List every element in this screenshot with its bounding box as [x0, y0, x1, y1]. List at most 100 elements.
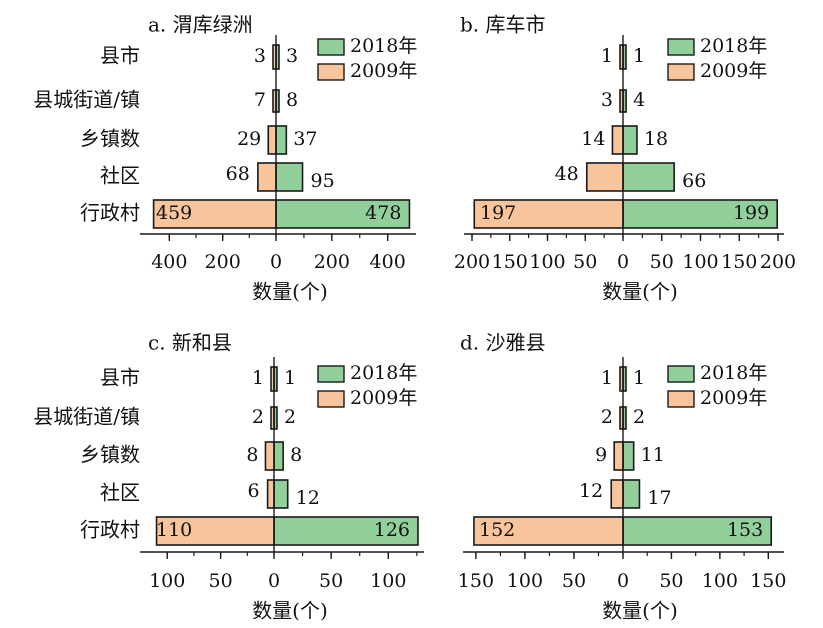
category-label: 社区 — [100, 481, 140, 505]
x-tick-label: 50 — [209, 570, 233, 592]
category-label: 乡镇数 — [80, 127, 140, 151]
data-label-2009: 14 — [581, 128, 605, 150]
bar-2018 — [275, 125, 288, 155]
category-label: 县城街道/镇 — [33, 405, 140, 429]
data-label-2009: 7 — [254, 89, 266, 111]
bar-2018 — [622, 516, 773, 546]
data-label-2009: 9 — [595, 444, 607, 466]
x-tick-label: 200 — [454, 251, 490, 273]
data-label-2018: 18 — [644, 128, 668, 150]
data-label-2018: 95 — [311, 170, 335, 192]
data-label-2018: 8 — [290, 444, 302, 466]
data-label-2009: 197 — [480, 202, 516, 224]
x-tick-label: 50 — [319, 570, 343, 592]
legend-label-2018: 2018年 — [350, 362, 417, 384]
bar-2018 — [273, 441, 284, 471]
data-label-2018: 12 — [296, 487, 320, 509]
category-label: 县市 — [100, 366, 140, 390]
data-label-2018: 4 — [633, 89, 645, 111]
data-label-2009: 152 — [479, 519, 515, 541]
x-tick-label: 50 — [659, 570, 683, 592]
data-label-2018: 2 — [284, 406, 296, 428]
x-tick-label: 100 — [682, 251, 718, 273]
data-label-2018: 37 — [293, 128, 317, 150]
legend-label-2009: 2009年 — [350, 60, 417, 82]
data-label-2018: 8 — [286, 89, 298, 111]
bar-2009 — [611, 125, 624, 155]
x-tick-label: 150 — [458, 570, 494, 592]
data-label-2009: 6 — [247, 480, 259, 502]
data-label-2009: 2 — [601, 406, 613, 428]
data-label-2018: 17 — [647, 487, 671, 509]
category-label: 行政村 — [80, 201, 140, 225]
data-label-2009: 2 — [252, 406, 264, 428]
data-label-2018: 1 — [633, 367, 645, 389]
legend-swatch-2018 — [317, 38, 345, 56]
x-tick-label: 50 — [573, 251, 597, 273]
bar-2009 — [266, 479, 275, 509]
x-tick-label: 100 — [370, 570, 406, 592]
bar-2009 — [585, 162, 624, 192]
x-tick-label: 50 — [650, 251, 674, 273]
data-label-2009: 3 — [254, 45, 266, 67]
x-axis-label: 数量(个) — [252, 599, 328, 623]
legend-swatch-2018 — [667, 365, 695, 383]
bar-2018 — [273, 479, 289, 509]
x-tick-label: 100 — [507, 570, 543, 592]
data-label-2018: 153 — [727, 519, 763, 541]
data-label-2018: 1 — [633, 45, 645, 67]
data-label-2018: 2 — [633, 406, 645, 428]
x-tick-label: 400 — [370, 251, 406, 273]
data-label-2009: 1 — [252, 367, 264, 389]
bar-2009 — [473, 516, 624, 546]
data-label-2018: 11 — [641, 444, 665, 466]
bar-2009 — [257, 162, 277, 192]
x-tick-label: 150 — [721, 251, 757, 273]
x-tick-label: 200 — [760, 251, 796, 273]
x-tick-label: 150 — [750, 570, 786, 592]
category-label: 县城街道/镇 — [33, 88, 140, 112]
data-label-2009: 110 — [156, 519, 192, 541]
bar-2009 — [613, 441, 624, 471]
category-label: 行政村 — [80, 518, 140, 542]
x-tick-label: 0 — [617, 251, 629, 273]
legend-label-2009: 2009年 — [700, 387, 767, 409]
legend-swatch-2009 — [667, 390, 695, 408]
x-tick-label: 100 — [702, 570, 738, 592]
legend-label-2009: 2009年 — [700, 60, 767, 82]
data-label-2009: 1 — [601, 367, 613, 389]
data-label-2009: 459 — [156, 202, 192, 224]
data-label-2009: 1 — [601, 45, 613, 67]
x-tick-label: 0 — [270, 251, 282, 273]
legend-swatch-2009 — [667, 63, 695, 81]
bar-2009 — [264, 441, 275, 471]
x-tick-label: 100 — [149, 570, 185, 592]
category-label: 乡镇数 — [80, 443, 140, 467]
data-label-2009: 68 — [226, 163, 250, 185]
data-label-2009: 8 — [246, 444, 258, 466]
legend-label-2009: 2009年 — [350, 387, 417, 409]
x-axis-label: 数量(个) — [602, 599, 678, 623]
category-label: 县市 — [100, 44, 140, 68]
bar-2018 — [275, 162, 304, 192]
x-axis-label: 数量(个) — [602, 280, 678, 304]
x-tick-label: 0 — [268, 570, 280, 592]
data-label-2018: 126 — [374, 519, 410, 541]
data-label-2009: 48 — [555, 163, 579, 185]
x-tick-label: 200 — [205, 251, 241, 273]
bar-2018 — [273, 516, 419, 546]
bar-2018 — [622, 479, 641, 509]
legend-label-2018: 2018年 — [700, 362, 767, 384]
chart-title: b. 库车市 — [460, 13, 546, 37]
data-label-2018: 478 — [365, 202, 401, 224]
bar-2018 — [622, 125, 638, 155]
bar-2009 — [267, 125, 277, 155]
category-label: 社区 — [100, 164, 140, 188]
legend-swatch-2009 — [317, 390, 345, 408]
data-label-2009: 3 — [601, 89, 613, 111]
x-tick-label: 150 — [492, 251, 528, 273]
x-tick-label: 400 — [151, 251, 187, 273]
x-tick-label: 0 — [617, 570, 629, 592]
legend-swatch-2018 — [667, 38, 695, 56]
